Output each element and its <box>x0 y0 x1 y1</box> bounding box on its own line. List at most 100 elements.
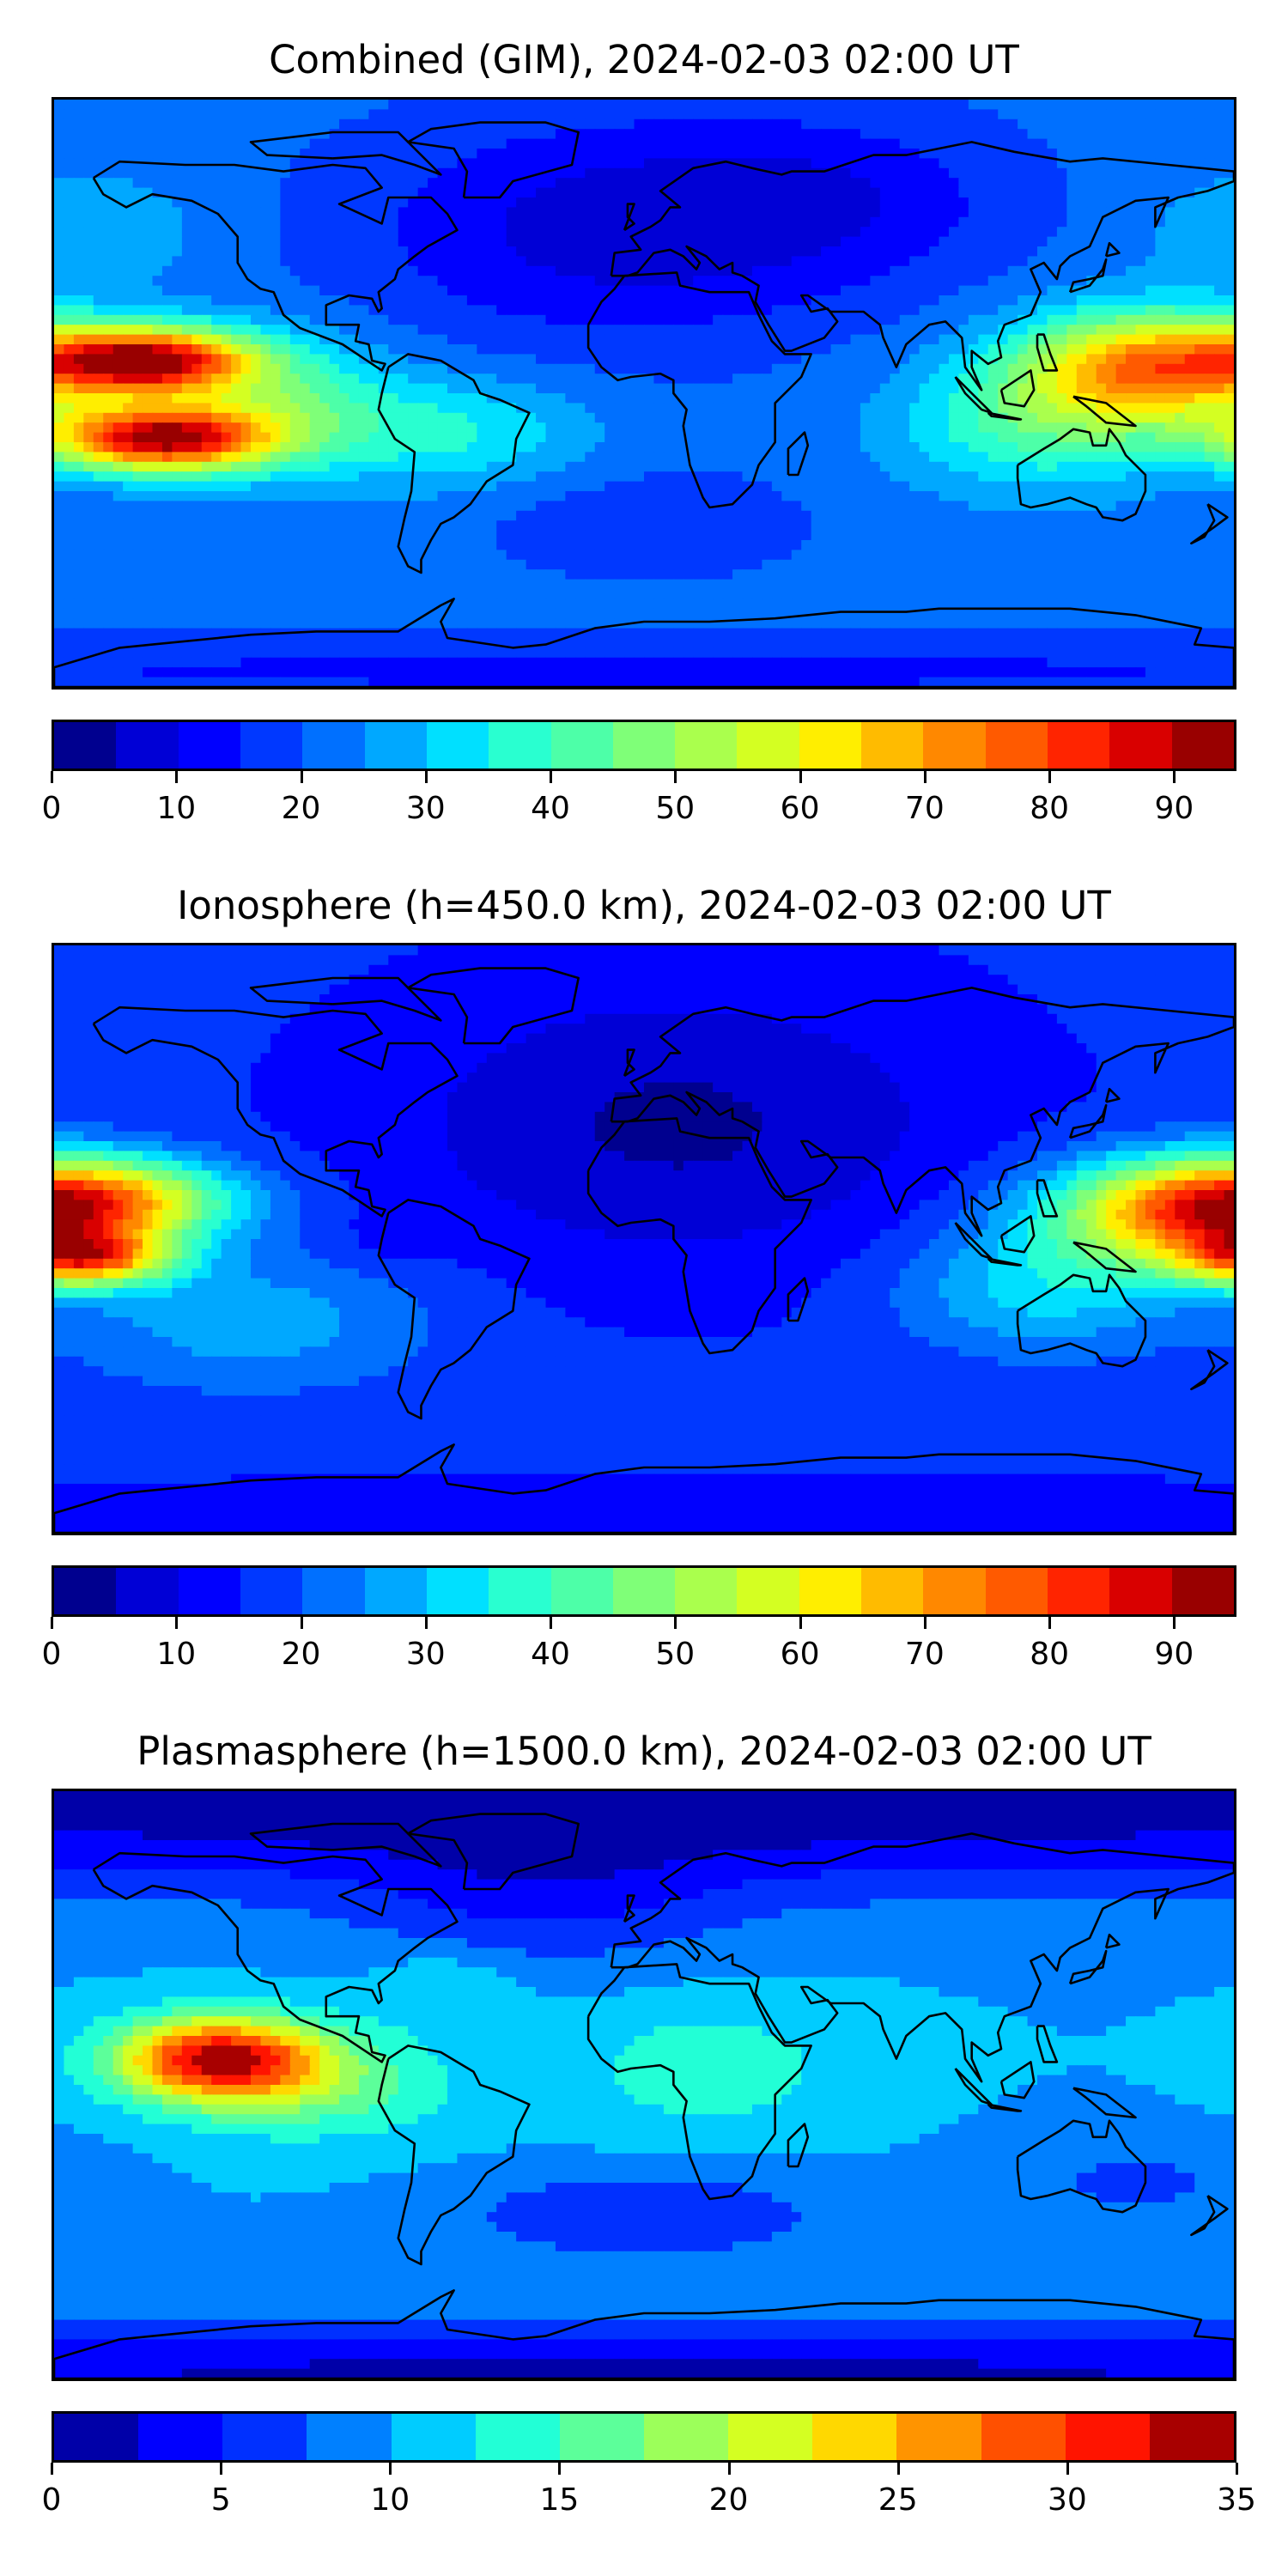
heatmap-cell <box>841 374 852 385</box>
heatmap-cell <box>555 100 567 111</box>
heatmap-cell <box>1096 354 1107 365</box>
heatmap-cell <box>289 236 301 247</box>
heatmap-cell <box>801 100 812 111</box>
heatmap-cell <box>112 471 124 483</box>
heatmap-cell <box>1164 265 1176 276</box>
heatmap-cell <box>722 471 733 483</box>
heatmap-cell <box>919 393 930 404</box>
heatmap-cell <box>978 276 989 287</box>
heatmap-cell <box>211 354 222 365</box>
heatmap-cell <box>73 285 85 296</box>
heatmap-cell <box>289 138 301 149</box>
heatmap-cell <box>614 265 625 276</box>
heatmap-cell <box>929 256 940 267</box>
heatmap-cell <box>300 138 311 149</box>
heatmap-cell <box>762 422 773 434</box>
heatmap-cell <box>329 471 340 483</box>
heatmap-cell <box>939 363 950 374</box>
heatmap-cell <box>1056 442 1068 453</box>
heatmap-cell <box>644 383 655 394</box>
heatmap-cell <box>879 256 891 267</box>
heatmap-cell <box>634 334 645 345</box>
heatmap-cell <box>605 383 616 394</box>
heatmap-cell <box>1086 334 1097 345</box>
heatmap-cell <box>771 109 783 120</box>
heatmap-cell <box>624 100 635 111</box>
heatmap-cell <box>1194 178 1206 189</box>
heatmap-cell <box>123 216 134 228</box>
heatmap-cell <box>172 314 183 325</box>
heatmap-cell <box>1155 100 1166 111</box>
heatmap-cell <box>132 236 143 247</box>
heatmap-cell <box>112 100 124 111</box>
heatmap-cell <box>663 246 675 258</box>
heatmap-cell <box>958 187 969 198</box>
heatmap-cell <box>1184 178 1195 189</box>
heatmap-cell <box>251 461 262 472</box>
heatmap-cell <box>1047 325 1058 336</box>
heatmap-cell <box>270 452 282 463</box>
heatmap-cell <box>644 481 655 492</box>
heatmap-cell <box>1175 383 1186 394</box>
heatmap-cell <box>1175 227 1186 238</box>
heatmap-cell <box>486 403 498 414</box>
heatmap-cell <box>536 471 547 483</box>
heatmap-cell <box>526 471 537 483</box>
heatmap-cell <box>329 374 340 385</box>
heatmap-cell <box>73 481 85 492</box>
heatmap-cell <box>309 471 320 483</box>
heatmap-cell <box>300 100 311 111</box>
heatmap-cell <box>978 334 989 345</box>
heatmap-cell <box>1175 305 1186 316</box>
heatmap-cell <box>231 325 242 336</box>
heatmap-cell <box>811 363 822 374</box>
heatmap-cell <box>1164 403 1176 414</box>
heatmap-cell <box>771 481 783 492</box>
heatmap-cell <box>624 363 635 374</box>
heatmap-cell <box>103 354 114 365</box>
heatmap-cell <box>221 305 232 316</box>
heatmap-cell <box>653 158 665 169</box>
heatmap-cell <box>1224 227 1234 238</box>
heatmap-cell <box>879 295 891 307</box>
heatmap-cell <box>251 227 262 238</box>
heatmap-cell <box>899 158 910 169</box>
heatmap-cell <box>890 265 901 276</box>
heatmap-cell <box>555 452 567 463</box>
heatmap-cell <box>417 305 428 316</box>
heatmap-cell <box>713 452 724 463</box>
heatmap-cell <box>280 325 291 336</box>
heatmap-cell <box>417 197 428 209</box>
heatmap-cell <box>1135 129 1146 140</box>
heatmap-cell <box>349 334 360 345</box>
heatmap-cell <box>998 491 1009 502</box>
heatmap-cell <box>821 452 832 463</box>
heatmap-cell <box>447 207 459 218</box>
heatmap-cell <box>457 432 468 443</box>
heatmap-cell <box>447 265 459 276</box>
heatmap-cell <box>536 501 547 512</box>
heatmap-cell <box>103 452 114 463</box>
heatmap-cell <box>791 109 802 120</box>
heatmap-cell <box>850 129 861 140</box>
heatmap-cell <box>1047 374 1058 385</box>
heatmap-cell <box>447 276 459 287</box>
heatmap-cell <box>830 442 841 453</box>
heatmap-cell <box>614 236 625 247</box>
heatmap-cell <box>860 452 872 463</box>
heatmap-cell <box>899 178 910 189</box>
heatmap-cell <box>585 129 596 140</box>
heatmap-cell <box>466 334 478 345</box>
heatmap-cell <box>732 403 744 414</box>
heatmap-cell <box>428 149 439 160</box>
heatmap-cell <box>634 276 645 287</box>
heatmap-cell <box>929 276 940 287</box>
heatmap-cell <box>251 393 262 404</box>
heatmap-cell <box>771 265 783 276</box>
heatmap-cell <box>1145 216 1157 228</box>
heatmap-cell <box>1037 167 1048 179</box>
heatmap-cell <box>1007 334 1018 345</box>
heatmap-cell <box>801 276 812 287</box>
heatmap-cell <box>1184 197 1195 209</box>
heatmap-cell <box>870 138 881 149</box>
